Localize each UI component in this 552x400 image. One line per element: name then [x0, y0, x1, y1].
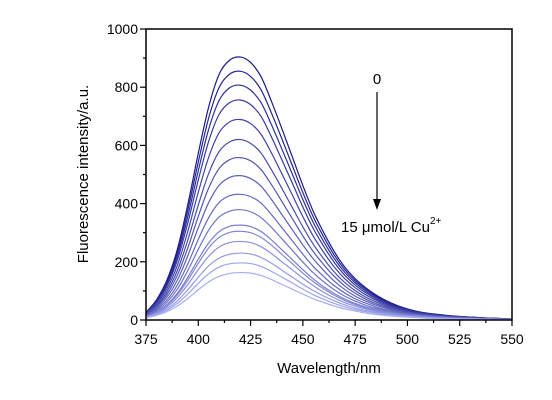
x-tick-label-2: 425 [239, 331, 263, 347]
series-line-10 [145, 224, 513, 321]
x-tick-label-5: 500 [396, 331, 420, 347]
annotation-end-superscript: 2+ [430, 216, 442, 227]
decrease-arrow-head-icon [373, 199, 381, 210]
y-tick-label-4: 800 [115, 79, 139, 95]
x-tick-label-7: 550 [500, 331, 524, 347]
series-line-8 [145, 193, 513, 321]
series-line-15 [145, 271, 513, 321]
y-axis-title: Fluorescence intensity/a.u. [75, 85, 92, 263]
x-axis-title: Wavelength/nm [277, 360, 381, 377]
series-line-9 [145, 209, 513, 321]
series-line-0 [145, 56, 513, 320]
axis-tick-labels: 375 400 425 450 475 500 525 550 0 200 400 600 800 100… [107, 21, 524, 347]
series-line-2 [145, 84, 513, 320]
x-tick-label-3: 450 [291, 331, 315, 347]
y-tick-label-0: 0 [130, 312, 138, 328]
x-tick-label-1: 400 [187, 331, 211, 347]
x-tick-label-4: 475 [343, 331, 367, 347]
axis-ticks [140, 28, 513, 326]
x-tick-label-0: 375 [134, 331, 158, 347]
annotation-end-concentration: 15 μmol/L Cu [341, 219, 430, 236]
x-tick-label-6: 525 [448, 331, 472, 347]
y-tick-label-5: 1000 [107, 21, 138, 37]
y-tick-label-1: 200 [115, 254, 139, 270]
y-tick-label-3: 600 [115, 137, 139, 153]
y-tick-label-2: 400 [115, 196, 139, 212]
annotation-start-concentration: 0 [373, 71, 381, 88]
series-curves [145, 56, 513, 321]
